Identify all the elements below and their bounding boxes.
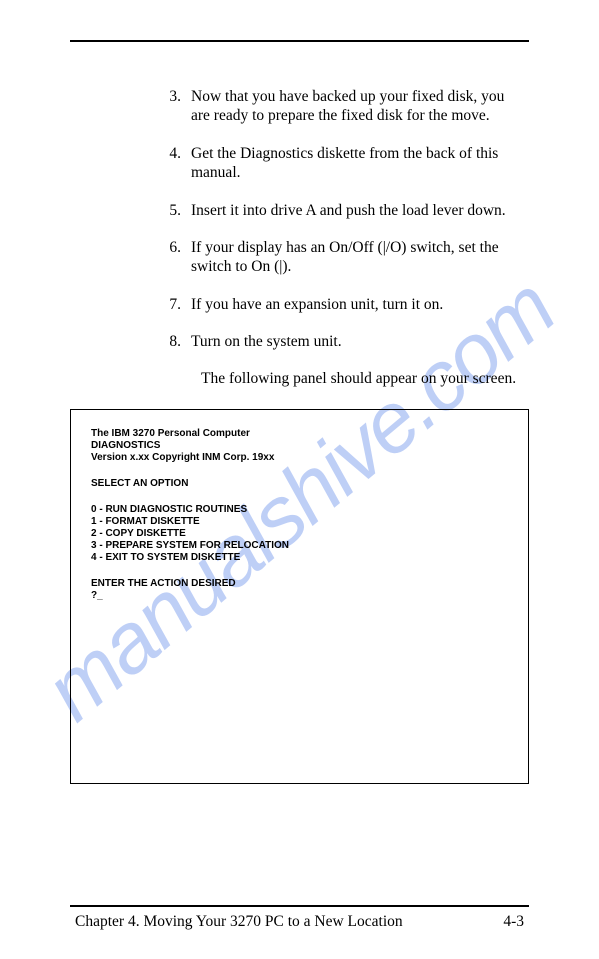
diagnostics-panel: The IBM 3270 Personal Computer DIAGNOSTI… [70,409,529,784]
list-number: 8. [165,332,191,351]
footer-page-number: 4-3 [503,913,524,931]
list-item: 3. Now that you have backed up your fixe… [165,87,524,126]
list-text: If your display has an On/Off (|/O) swit… [191,238,524,277]
follow-text: The following panel should appear on you… [201,369,524,388]
panel-header: The IBM 3270 Personal Computer DIAGNOSTI… [91,428,508,464]
list-text: Get the Diagnostics diskette from the ba… [191,144,524,183]
footer-horizontal-rule [70,905,529,907]
page-footer: Chapter 4. Moving Your 3270 PC to a New … [75,905,524,931]
list-number: 5. [165,201,191,220]
list-item: 5. Insert it into drive A and push the l… [165,201,524,220]
list-item: 8. Turn on the system unit. [165,332,524,351]
top-horizontal-rule [70,40,529,42]
list-number: 4. [165,144,191,183]
list-number: 3. [165,87,191,126]
list-number: 6. [165,238,191,277]
list-text: Insert it into drive A and push the load… [191,201,524,220]
list-item: 6. If your display has an On/Off (|/O) s… [165,238,524,277]
panel-options: 0 - RUN DIAGNOSTIC ROUTINES 1 - FORMAT D… [91,504,508,564]
footer-chapter: Chapter 4. Moving Your 3270 PC to a New … [75,913,403,931]
list-item: 4. Get the Diagnostics diskette from the… [165,144,524,183]
list-number: 7. [165,295,191,314]
list-item: 7. If you have an expansion unit, turn i… [165,295,524,314]
list-text: If you have an expansion unit, turn it o… [191,295,524,314]
list-text: Now that you have backed up your fixed d… [191,87,524,126]
instruction-list: 3. Now that you have backed up your fixe… [165,87,524,389]
list-text: Turn on the system unit. [191,332,524,351]
panel-select-label: SELECT AN OPTION [91,478,508,490]
panel-prompt: ENTER THE ACTION DESIRED ?_ [91,578,508,602]
